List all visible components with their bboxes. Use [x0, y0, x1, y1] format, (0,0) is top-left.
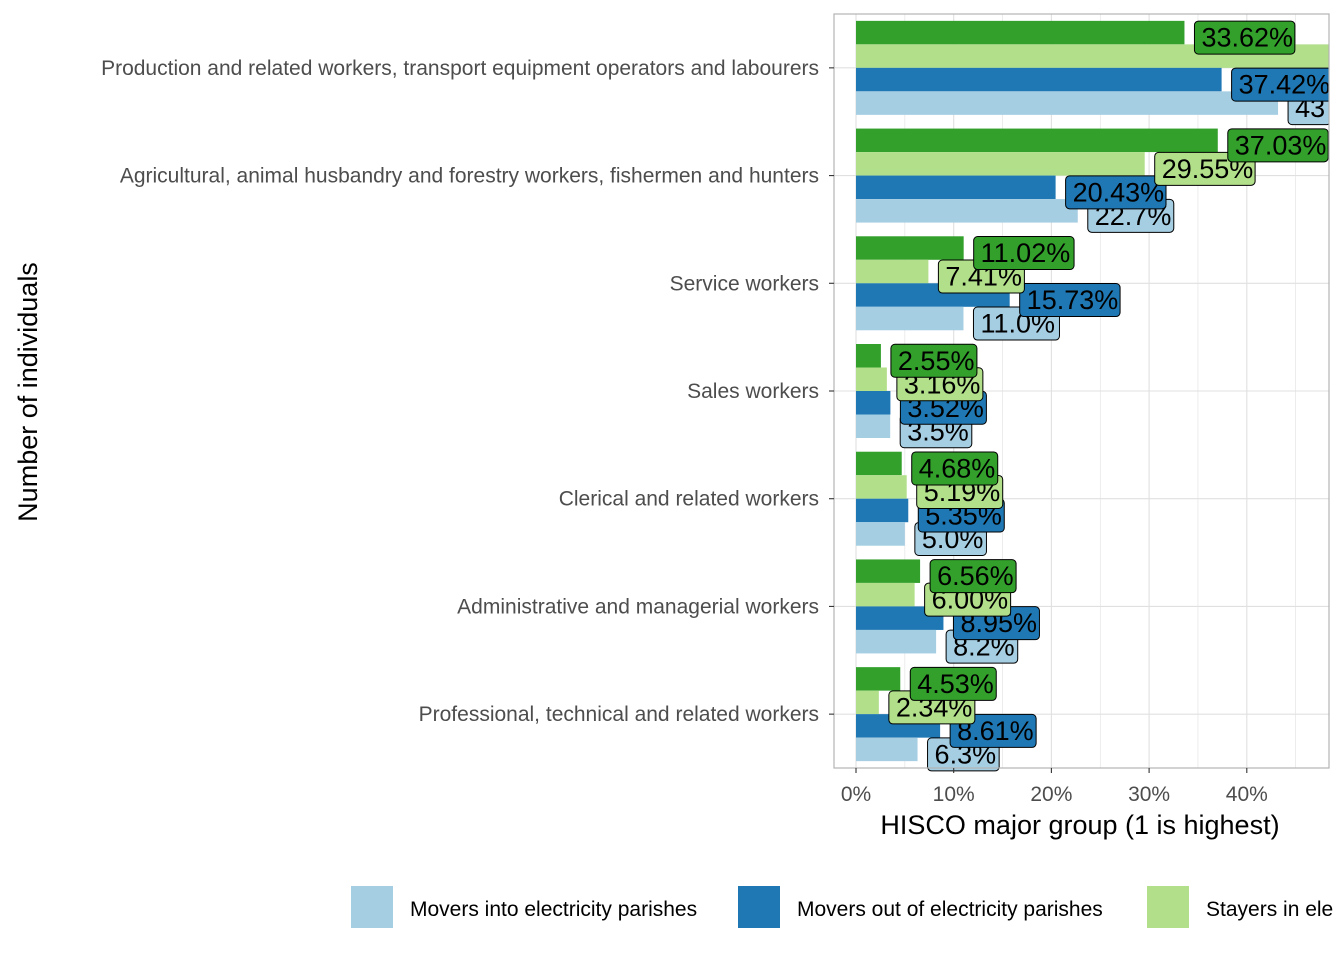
bar: [856, 306, 964, 331]
bar: [856, 522, 905, 546]
legend-item: Movers into electricity parishes: [351, 886, 697, 928]
bar: [856, 498, 909, 523]
svg-text:33.62%: 33.62%: [1201, 23, 1293, 53]
svg-text:20.43%: 20.43%: [1073, 177, 1165, 207]
x-tick-label: 40%: [1226, 783, 1268, 806]
svg-text:4.53%: 4.53%: [917, 669, 994, 699]
data-label: 37.03%: [1227, 128, 1329, 163]
data-label: 33.62%: [1193, 20, 1296, 55]
bar: [856, 91, 1279, 115]
svg-text:6.56%: 6.56%: [937, 561, 1014, 591]
data-label: 20.43%: [1065, 175, 1167, 210]
bar: [856, 475, 907, 499]
legend-label: Movers out of electricity parishes: [797, 898, 1103, 921]
y-tick-label: Agricultural, animal husbandry and fores…: [120, 165, 819, 188]
svg-text:37.42%: 37.42%: [1239, 70, 1331, 100]
svg-text:37.03%: 37.03%: [1235, 130, 1327, 160]
data-label: 2.55%: [890, 343, 978, 378]
bar: [856, 236, 964, 260]
bar: [856, 175, 1056, 200]
x-tick-label: 20%: [1030, 783, 1072, 806]
data-label: 15.73%: [1019, 283, 1121, 318]
x-tick-label: 10%: [933, 783, 975, 806]
legend-label: Stayers in ele: [1206, 898, 1333, 921]
y-tick-label: Administrative and managerial workers: [457, 595, 819, 618]
data-label: 11.02%: [973, 236, 1075, 271]
bar: [856, 414, 891, 438]
legend: Movers into electricity parishes Movers o…: [351, 886, 1333, 928]
data-label: 4.68%: [911, 451, 999, 486]
bar: [856, 629, 937, 654]
data-label: 4.53%: [909, 666, 997, 701]
x-axis-title: HISCO major group (1 is highest): [880, 810, 1279, 840]
data-label: 6.56%: [929, 559, 1017, 594]
bar: [856, 20, 1185, 45]
bar: [856, 199, 1078, 223]
y-tick-label: Service workers: [670, 272, 819, 295]
bar: [856, 690, 879, 715]
x-tick-label: 30%: [1128, 783, 1170, 806]
svg-text:11.02%: 11.02%: [981, 238, 1071, 268]
bar: [856, 128, 1218, 153]
legend-item: Movers out of electricity parishes: [738, 886, 1103, 928]
svg-text:15.73%: 15.73%: [1027, 285, 1119, 315]
y-tick-label: Production and related workers, transpor…: [101, 57, 819, 80]
bar: [856, 67, 1222, 92]
bar: [856, 259, 929, 284]
legend-swatch: [738, 886, 780, 928]
y-tick-label: Clerical and related workers: [559, 488, 819, 511]
data-label: 37.42%: [1231, 67, 1331, 102]
legend-swatch: [1147, 886, 1189, 928]
axes: Production and related workers, transpor…: [101, 57, 1268, 806]
svg-text:2.55%: 2.55%: [898, 346, 975, 376]
data-label: [1340, 45, 1344, 78]
bar: [856, 559, 921, 583]
y-axis-title: Number of individuals: [13, 262, 43, 522]
y-tick-label: Professional, technical and related work…: [419, 703, 819, 726]
bar: [856, 152, 1145, 176]
bar: [856, 582, 915, 607]
bar: [856, 451, 902, 476]
x-tick-label: 0%: [841, 783, 871, 806]
bar: [856, 344, 881, 368]
bar: [856, 391, 891, 415]
legend-label: Movers into electricity parishes: [410, 898, 697, 921]
svg-text:4.68%: 4.68%: [919, 453, 996, 483]
bar: [856, 737, 918, 762]
bar: [856, 367, 887, 391]
legend-swatch: [351, 886, 393, 928]
y-tick-label: Sales workers: [687, 380, 819, 403]
bars: [856, 20, 1329, 762]
data-labels: 4337.42%33.62%22.7%20.43%29.55%37.03%11.…: [888, 20, 1344, 772]
bar: [856, 667, 901, 691]
bar: [856, 606, 944, 630]
legend-item: Stayers in ele: [1147, 886, 1333, 928]
